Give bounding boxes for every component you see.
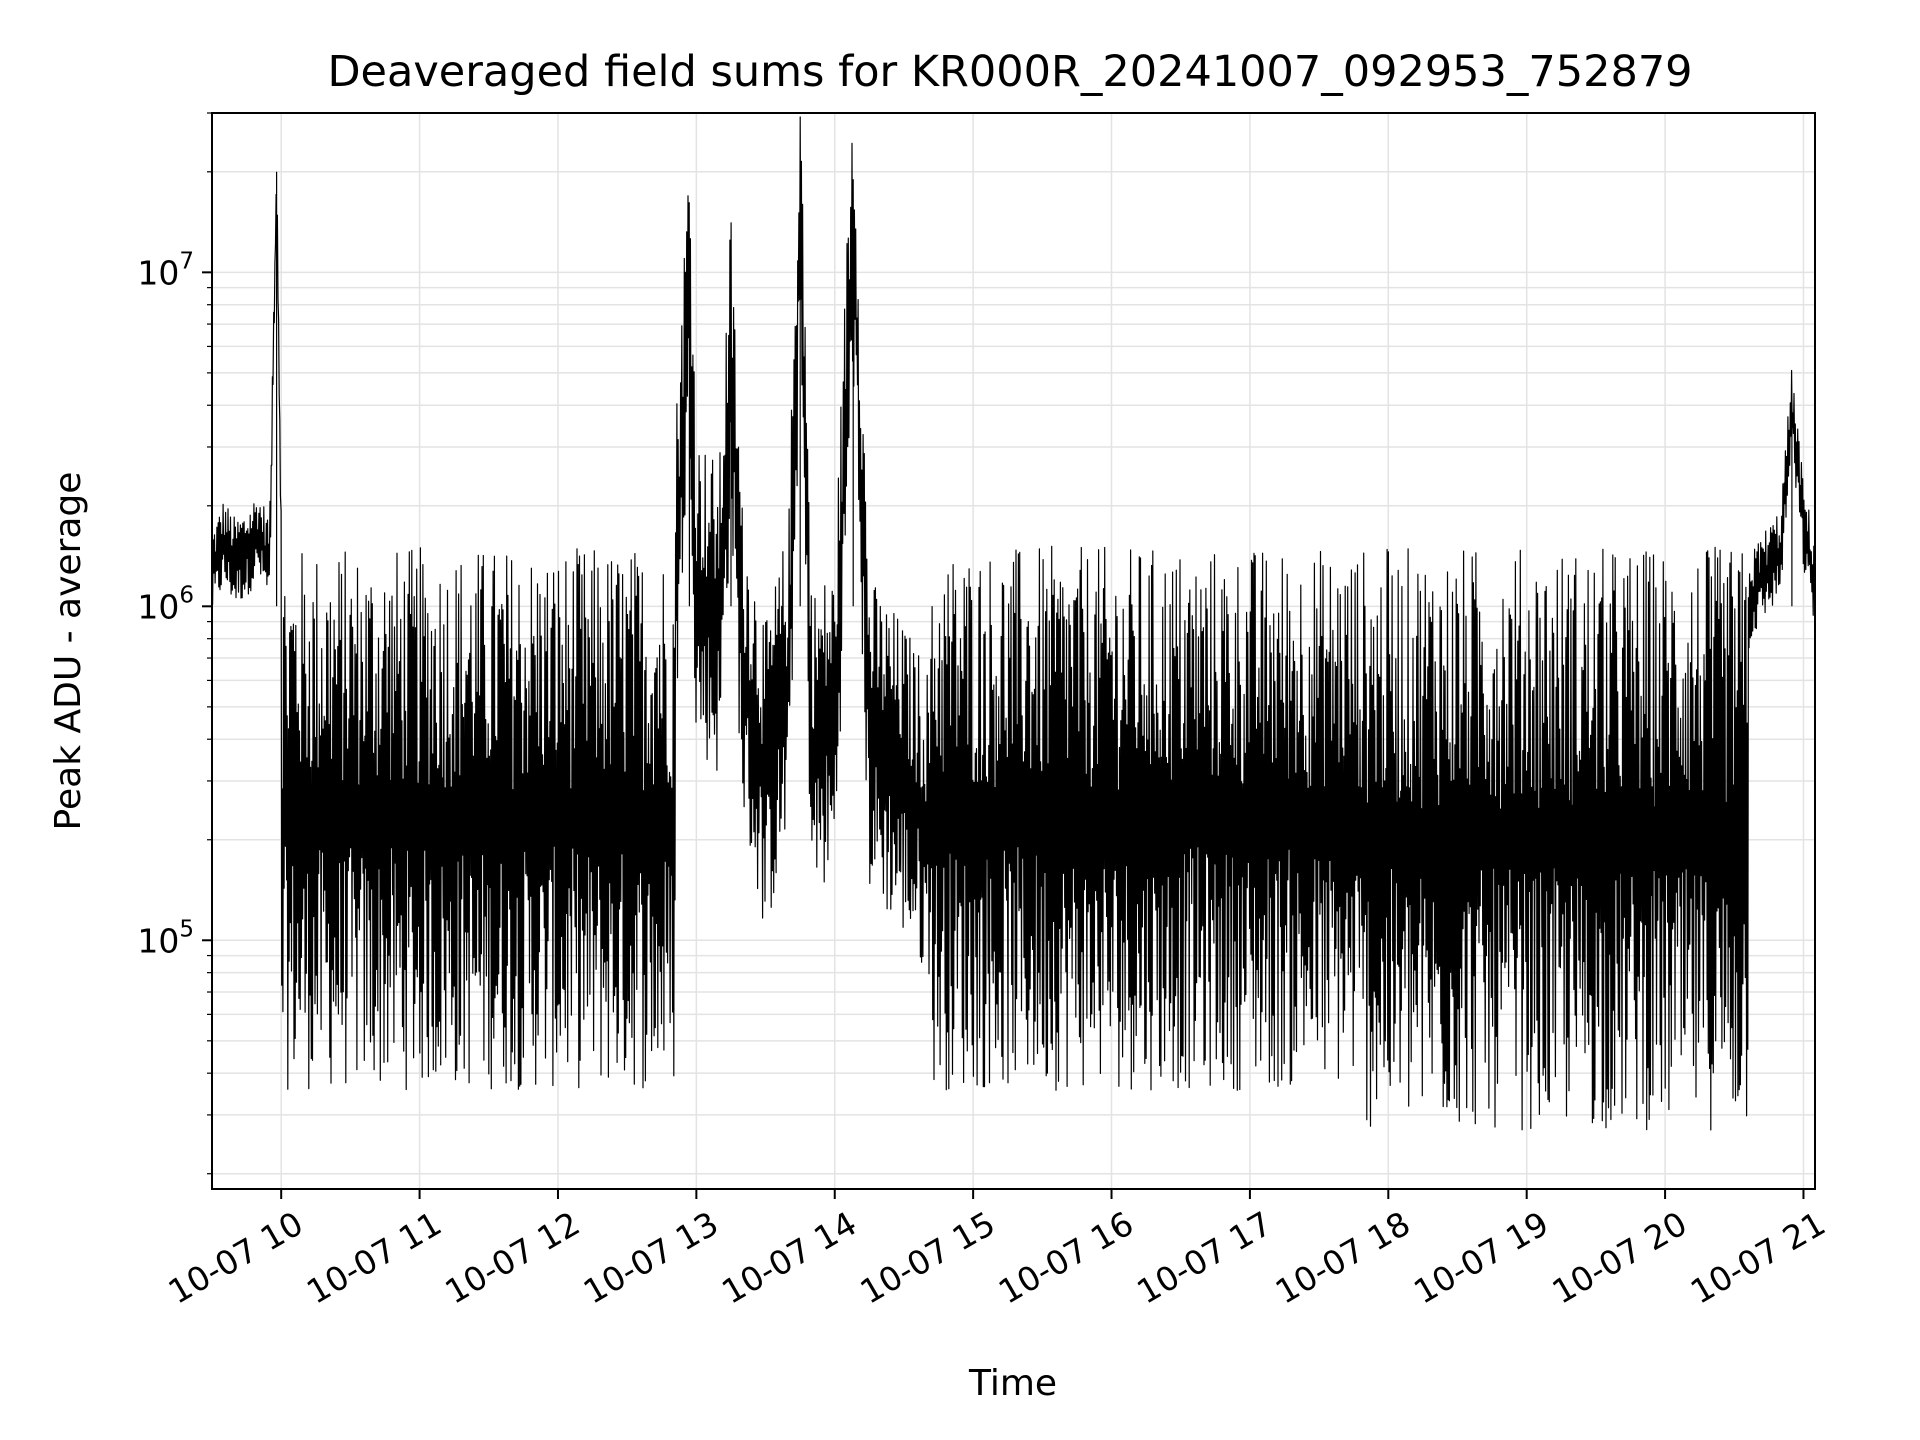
y-tick-label: 106 bbox=[137, 582, 194, 626]
y-axis: 105 106 107 bbox=[137, 112, 212, 1175]
plot-frame bbox=[211, 112, 1816, 1190]
data-trace bbox=[211, 116, 1816, 1131]
x-axis-label: Time bbox=[968, 1363, 1057, 1404]
y-tick-label: 105 bbox=[137, 916, 194, 960]
y-tick-label: 107 bbox=[137, 248, 194, 292]
data-series-line bbox=[211, 116, 1816, 1131]
chart-title: Deaveraged field sums for KR000R_2024100… bbox=[327, 47, 1692, 97]
y-axis-label: Peak ADU - average bbox=[48, 472, 89, 831]
